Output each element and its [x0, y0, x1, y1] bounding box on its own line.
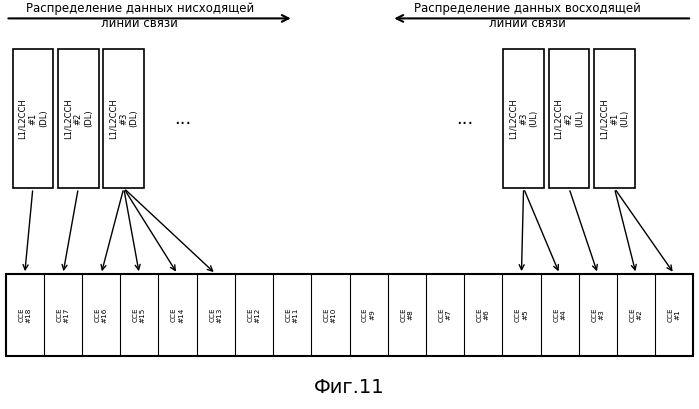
Text: CCE
#3: CCE #3	[591, 308, 605, 322]
Text: CCE
#10: CCE #10	[324, 307, 337, 323]
Text: CCE
#15: CCE #15	[133, 307, 146, 323]
Text: L1/L2CCH
#2
(UL): L1/L2CCH #2 (UL)	[554, 98, 584, 139]
Text: CCE
#14: CCE #14	[171, 307, 184, 323]
Bar	[503, 49, 544, 188]
Text: CCE
#16: CCE #16	[94, 307, 108, 323]
Text: ...: ...	[456, 110, 473, 128]
Text: CCE
#1: CCE #1	[668, 308, 681, 322]
Bar	[549, 49, 589, 188]
Text: CCE
#5: CCE #5	[515, 308, 528, 322]
Bar	[13, 49, 53, 188]
Text: L1/L2CCH
#3
(DL): L1/L2CCH #3 (DL)	[109, 98, 138, 139]
Text: L1/L2CCH
#3
(UL): L1/L2CCH #3 (UL)	[509, 98, 538, 139]
Text: CCE
#6: CCE #6	[477, 308, 490, 322]
Text: CCE
#11: CCE #11	[286, 307, 298, 323]
Text: L1/L2CCH
#2
(DL): L1/L2CCH #2 (DL)	[64, 98, 93, 139]
Text: ...: ...	[174, 110, 191, 128]
Text: Распределение данных восходящей
линии связи: Распределение данных восходящей линии св…	[415, 2, 641, 30]
Text: CCE
#17: CCE #17	[57, 307, 69, 323]
Text: Распределение данных нисходящей
линии связи: Распределение данных нисходящей линии св…	[26, 2, 254, 30]
Bar	[58, 49, 99, 188]
Bar	[594, 49, 635, 188]
Text: CCE
#12: CCE #12	[247, 307, 261, 323]
Text: CCE
#8: CCE #8	[401, 308, 413, 322]
Text: L1/L2CCH
#1
(DL): L1/L2CCH #1 (DL)	[18, 98, 48, 139]
Text: CCE
#9: CCE #9	[362, 308, 375, 322]
Text: CCE
#2: CCE #2	[630, 308, 642, 322]
Text: CCE
#4: CCE #4	[553, 308, 566, 322]
Text: L1/L2CCH
#1
(UL): L1/L2CCH #1 (UL)	[600, 98, 629, 139]
Text: CCE
#13: CCE #13	[209, 307, 222, 323]
Text: CCE
#18: CCE #18	[18, 307, 31, 323]
Bar	[6, 274, 693, 356]
Text: CCE
#7: CCE #7	[438, 308, 452, 322]
Text: Фиг.11: Фиг.11	[314, 378, 385, 397]
Bar	[103, 49, 144, 188]
